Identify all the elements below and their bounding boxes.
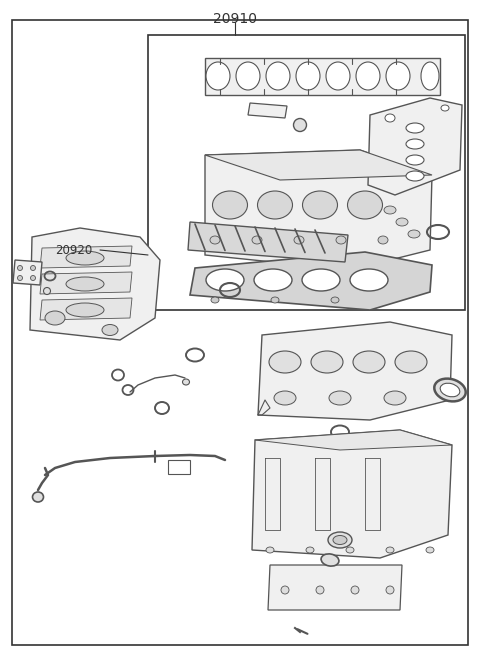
Ellipse shape (17, 265, 23, 271)
Bar (168, 460, 190, 474)
Ellipse shape (406, 171, 424, 181)
Ellipse shape (31, 265, 36, 271)
Polygon shape (205, 58, 440, 95)
Ellipse shape (440, 383, 460, 397)
Ellipse shape (213, 191, 248, 219)
Ellipse shape (346, 547, 354, 553)
Ellipse shape (396, 218, 408, 226)
Ellipse shape (206, 269, 244, 291)
Ellipse shape (353, 351, 385, 373)
Ellipse shape (316, 586, 324, 594)
Ellipse shape (356, 62, 380, 90)
Polygon shape (252, 430, 452, 558)
Ellipse shape (236, 62, 260, 90)
Ellipse shape (294, 236, 304, 244)
Ellipse shape (257, 191, 292, 219)
Ellipse shape (333, 536, 347, 544)
Ellipse shape (406, 155, 424, 165)
Ellipse shape (406, 123, 424, 133)
Polygon shape (368, 98, 462, 195)
Polygon shape (40, 272, 132, 294)
Polygon shape (258, 322, 452, 420)
Text: 20910: 20910 (213, 12, 257, 26)
Ellipse shape (210, 236, 220, 244)
Bar (148, 35, 465, 310)
Ellipse shape (329, 391, 351, 405)
Ellipse shape (66, 251, 104, 265)
Polygon shape (255, 430, 452, 450)
Ellipse shape (254, 269, 292, 291)
Ellipse shape (293, 119, 307, 132)
Ellipse shape (269, 351, 301, 373)
Ellipse shape (302, 191, 337, 219)
Ellipse shape (306, 547, 314, 553)
Polygon shape (248, 103, 287, 118)
Ellipse shape (350, 269, 388, 291)
Polygon shape (188, 222, 348, 262)
Ellipse shape (408, 230, 420, 238)
Ellipse shape (281, 586, 289, 594)
Ellipse shape (271, 297, 279, 303)
Ellipse shape (266, 547, 274, 553)
Ellipse shape (386, 62, 410, 90)
Polygon shape (40, 246, 132, 268)
Ellipse shape (44, 288, 50, 295)
Ellipse shape (426, 547, 434, 553)
Ellipse shape (395, 351, 427, 373)
Ellipse shape (33, 492, 44, 502)
Ellipse shape (206, 62, 230, 90)
Ellipse shape (386, 547, 394, 553)
Ellipse shape (321, 554, 339, 566)
Ellipse shape (211, 297, 219, 303)
Ellipse shape (17, 276, 23, 280)
Ellipse shape (434, 379, 466, 402)
Text: 20920: 20920 (55, 244, 92, 257)
Ellipse shape (45, 311, 65, 325)
Ellipse shape (182, 379, 190, 385)
Ellipse shape (378, 236, 388, 244)
Polygon shape (205, 150, 432, 270)
Ellipse shape (31, 276, 36, 280)
Ellipse shape (66, 277, 104, 291)
Ellipse shape (406, 139, 424, 149)
Ellipse shape (326, 62, 350, 90)
Ellipse shape (328, 532, 352, 548)
Polygon shape (268, 565, 402, 610)
Ellipse shape (384, 206, 396, 214)
Ellipse shape (302, 269, 340, 291)
Ellipse shape (266, 62, 290, 90)
Ellipse shape (348, 191, 383, 219)
Ellipse shape (252, 236, 262, 244)
Ellipse shape (441, 105, 449, 111)
Ellipse shape (311, 351, 343, 373)
Ellipse shape (386, 586, 394, 594)
Polygon shape (205, 150, 432, 180)
Ellipse shape (102, 324, 118, 335)
Ellipse shape (421, 62, 439, 90)
Ellipse shape (336, 236, 346, 244)
Polygon shape (13, 260, 42, 285)
Polygon shape (190, 252, 432, 310)
Ellipse shape (385, 114, 395, 122)
Ellipse shape (274, 391, 296, 405)
Polygon shape (40, 298, 132, 320)
Ellipse shape (66, 303, 104, 317)
Ellipse shape (351, 586, 359, 594)
Polygon shape (30, 228, 160, 340)
Ellipse shape (384, 391, 406, 405)
Ellipse shape (296, 62, 320, 90)
Ellipse shape (331, 297, 339, 303)
